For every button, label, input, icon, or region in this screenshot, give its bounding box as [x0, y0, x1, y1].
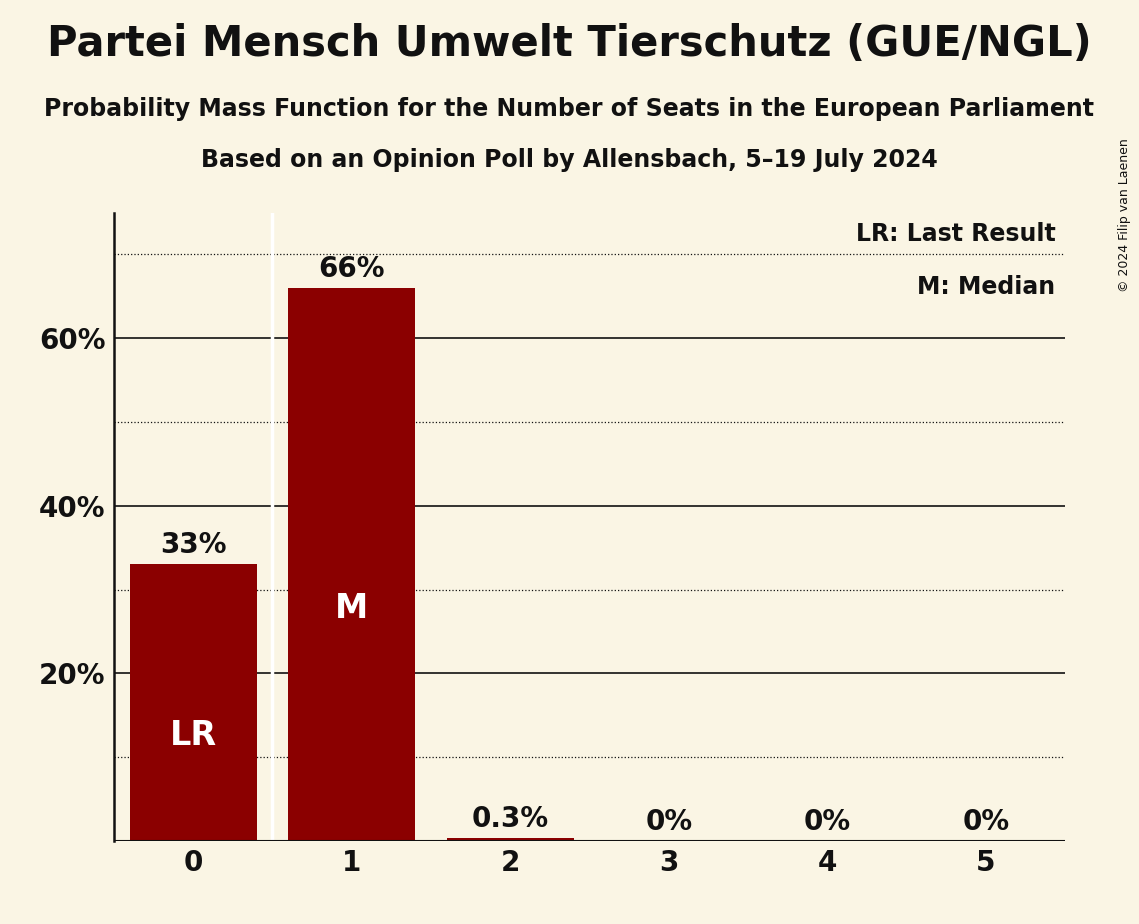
Text: M: Median: M: Median [917, 275, 1056, 299]
Text: LR: LR [170, 719, 216, 752]
Text: LR: Last Result: LR: Last Result [855, 222, 1056, 246]
Bar [288, 288, 415, 841]
Text: Partei Mensch Umwelt Tierschutz (GUE/NGL): Partei Mensch Umwelt Tierschutz (GUE/NGL… [47, 23, 1092, 65]
Text: Probability Mass Function for the Number of Seats in the European Parliament: Probability Mass Function for the Number… [44, 97, 1095, 121]
Text: 33%: 33% [159, 531, 227, 559]
Text: 66%: 66% [319, 255, 385, 283]
Text: 0%: 0% [804, 808, 851, 836]
Text: 0%: 0% [962, 808, 1009, 836]
Text: Based on an Opinion Poll by Allensbach, 5–19 July 2024: Based on an Opinion Poll by Allensbach, … [202, 148, 937, 172]
Text: 0.3%: 0.3% [472, 806, 549, 833]
Text: 0%: 0% [645, 808, 693, 836]
Text: M: M [335, 592, 368, 626]
Bar [446, 838, 574, 841]
Text: © 2024 Filip van Laenen: © 2024 Filip van Laenen [1118, 139, 1131, 292]
Bar [130, 565, 256, 841]
